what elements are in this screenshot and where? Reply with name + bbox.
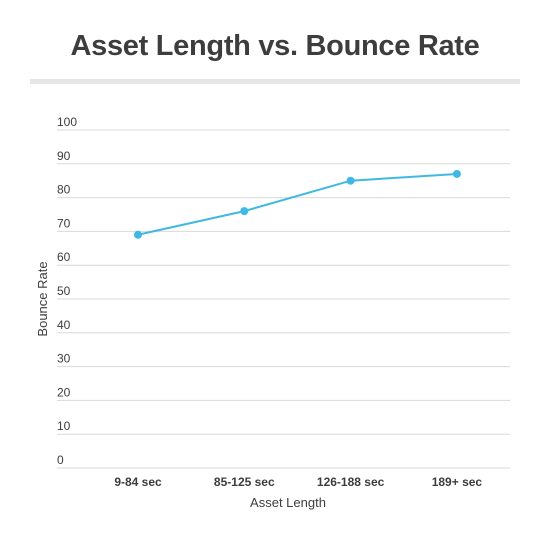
title-divider: [30, 79, 520, 84]
y-tick-label: 30: [57, 352, 71, 366]
x-tick-label: 85-125 sec: [214, 475, 275, 489]
data-point: [452, 169, 461, 178]
y-tick-label: 10: [57, 419, 71, 433]
series-line: [137, 172, 457, 236]
y-tick-label: 40: [57, 318, 71, 332]
y-tick-label: 80: [57, 183, 71, 197]
grid-lines: [57, 129, 510, 469]
x-tick-labels: 9-84 sec 85-125 sec 126-188 sec 189+ sec: [114, 475, 482, 489]
data-point: [240, 207, 249, 216]
y-axis-label: Bounce Rate: [35, 261, 50, 336]
series-layer: [134, 169, 461, 239]
data-point: [134, 230, 142, 239]
y-tick-labels: 0 10 20 30 40 50 60 70 80 90 100: [57, 115, 77, 467]
x-tick-label: 9-84 sec: [114, 475, 162, 489]
y-tick-label: 100: [57, 115, 77, 129]
x-tick-label: 189+ sec: [432, 475, 483, 489]
y-tick-label: 70: [57, 216, 71, 230]
data-point: [346, 176, 355, 185]
y-tick-label: 50: [57, 284, 71, 298]
chart-title: Asset Length vs. Bounce Rate: [70, 30, 480, 62]
y-tick-label: 60: [57, 250, 71, 264]
x-axis-label: Asset Length: [250, 495, 326, 510]
y-tick-label: 20: [57, 385, 71, 399]
y-tick-label: 0: [57, 453, 64, 467]
x-tick-label: 126-188 sec: [317, 475, 385, 489]
y-tick-label: 90: [57, 149, 71, 163]
